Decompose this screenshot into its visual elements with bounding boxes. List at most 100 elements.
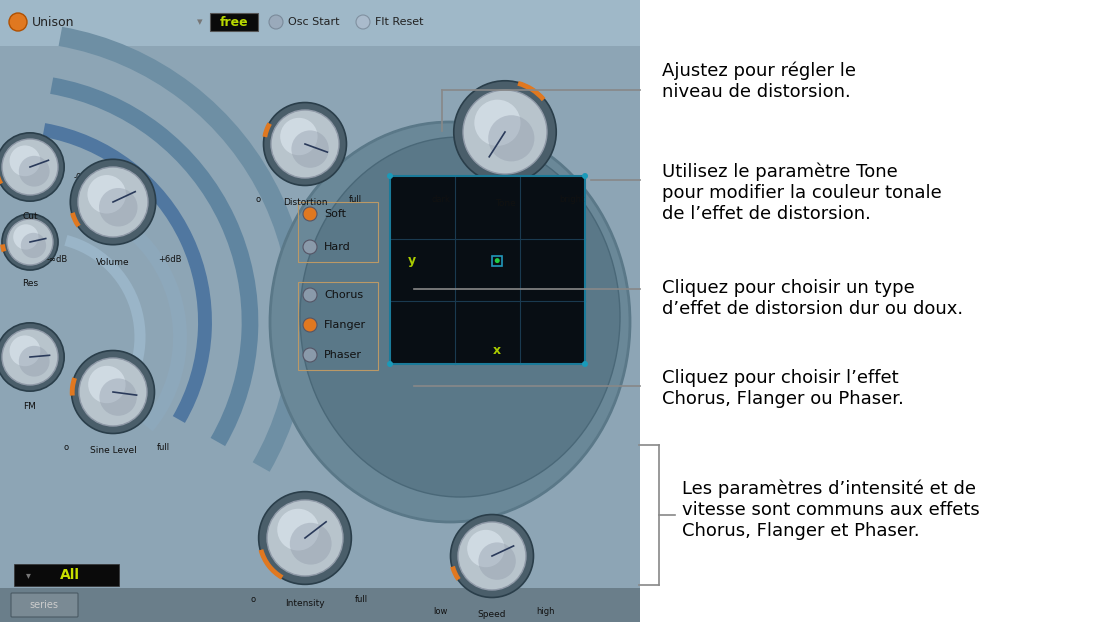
Circle shape — [280, 118, 318, 156]
Text: Cut: Cut — [22, 212, 38, 221]
Text: low: low — [434, 607, 448, 616]
Text: o: o — [64, 443, 68, 452]
Circle shape — [488, 115, 534, 161]
Text: dark: dark — [432, 195, 450, 204]
Text: All: All — [60, 568, 79, 582]
Circle shape — [495, 258, 500, 263]
Circle shape — [582, 173, 588, 179]
Circle shape — [302, 288, 317, 302]
Bar — [210, 13, 258, 31]
Bar — [492, 256, 502, 266]
Circle shape — [9, 13, 26, 31]
Circle shape — [2, 329, 59, 385]
Circle shape — [87, 175, 126, 213]
Circle shape — [302, 240, 317, 254]
Text: Chorus: Chorus — [323, 290, 363, 300]
Bar — [14, 564, 119, 586]
Text: Utilisez le paramètre Tone
pour modifier la couleur tonale
de l’effet de distors: Utilisez le paramètre Tone pour modifier… — [662, 163, 942, 223]
Text: full: full — [349, 195, 362, 204]
Text: Distortion: Distortion — [283, 198, 327, 207]
Circle shape — [21, 233, 46, 258]
Text: full: full — [354, 595, 368, 604]
Ellipse shape — [300, 137, 620, 497]
Bar — [390, 176, 585, 364]
Text: Osc Start: Osc Start — [288, 17, 340, 27]
Circle shape — [388, 173, 393, 179]
Text: o: o — [251, 595, 256, 604]
Circle shape — [72, 351, 155, 434]
Text: Intensity: Intensity — [285, 599, 325, 608]
Circle shape — [0, 323, 64, 391]
Text: Tone: Tone — [495, 199, 516, 208]
Text: high: high — [537, 607, 554, 616]
Circle shape — [291, 131, 329, 168]
Circle shape — [7, 219, 53, 265]
Circle shape — [2, 214, 59, 270]
Text: FM: FM — [23, 402, 36, 411]
Circle shape — [19, 156, 50, 187]
Circle shape — [79, 358, 147, 426]
Circle shape — [267, 500, 343, 576]
Circle shape — [463, 90, 546, 174]
Text: Flanger: Flanger — [323, 320, 367, 330]
Text: Unison: Unison — [32, 16, 74, 29]
Text: -∞dB: -∞dB — [46, 254, 67, 264]
Circle shape — [475, 100, 521, 146]
Circle shape — [19, 346, 50, 376]
Circle shape — [388, 361, 393, 367]
Circle shape — [467, 530, 505, 567]
Text: Flt Reset: Flt Reset — [375, 17, 424, 27]
Circle shape — [258, 491, 351, 584]
Text: Cliquez pour choisir l’effet
Chorus, Flanger ou Phaser.: Cliquez pour choisir l’effet Chorus, Fla… — [662, 369, 904, 408]
Bar — [390, 176, 585, 364]
Circle shape — [88, 366, 126, 403]
Text: Phaser: Phaser — [323, 350, 362, 360]
Circle shape — [99, 378, 137, 415]
Text: y: y — [408, 254, 416, 267]
Bar — [0, 0, 640, 622]
Text: free: free — [220, 16, 248, 29]
Text: ▾: ▾ — [198, 17, 203, 27]
Circle shape — [289, 523, 331, 565]
Circle shape — [78, 167, 148, 237]
Circle shape — [13, 225, 39, 249]
Circle shape — [264, 103, 347, 185]
Circle shape — [302, 207, 317, 221]
Text: Les paramètres d’intensité et de
vitesse sont communs aux effets
Chorus, Flanger: Les paramètres d’intensité et de vitesse… — [682, 480, 980, 540]
Circle shape — [270, 110, 339, 178]
Circle shape — [2, 139, 59, 195]
Circle shape — [478, 542, 516, 580]
Text: Res: Res — [22, 279, 38, 288]
Text: Hard: Hard — [323, 242, 351, 252]
Circle shape — [269, 15, 283, 29]
Text: o: o — [256, 195, 261, 204]
Circle shape — [582, 361, 588, 367]
Circle shape — [302, 318, 317, 332]
Text: Volume: Volume — [96, 258, 130, 267]
Bar — [298, 282, 378, 370]
Circle shape — [71, 159, 156, 244]
Text: Soft: Soft — [323, 209, 346, 219]
Circle shape — [355, 15, 370, 29]
Ellipse shape — [270, 122, 630, 522]
Text: Sine Level: Sine Level — [89, 447, 137, 455]
Text: -0dB: -0dB — [74, 172, 93, 182]
Text: full: full — [157, 443, 170, 452]
Text: Speed: Speed — [478, 610, 507, 620]
Text: +6dB: +6dB — [159, 254, 182, 264]
Text: bright: bright — [560, 195, 585, 204]
Circle shape — [99, 188, 138, 226]
Circle shape — [277, 509, 319, 550]
Circle shape — [302, 348, 317, 362]
Circle shape — [454, 81, 556, 183]
Text: Ajustez pour régler le
niveau de distorsion.: Ajustez pour régler le niveau de distors… — [662, 61, 857, 101]
Circle shape — [10, 146, 41, 176]
Text: Cliquez pour choisir un type
d’effet de distorsion dur ou doux.: Cliquez pour choisir un type d’effet de … — [662, 279, 964, 318]
Circle shape — [10, 335, 41, 366]
Text: x: x — [493, 343, 501, 356]
Text: series: series — [30, 600, 59, 610]
Bar — [298, 202, 378, 262]
Bar — [0, 0, 640, 46]
Circle shape — [450, 514, 533, 598]
Text: ▾: ▾ — [25, 570, 31, 580]
